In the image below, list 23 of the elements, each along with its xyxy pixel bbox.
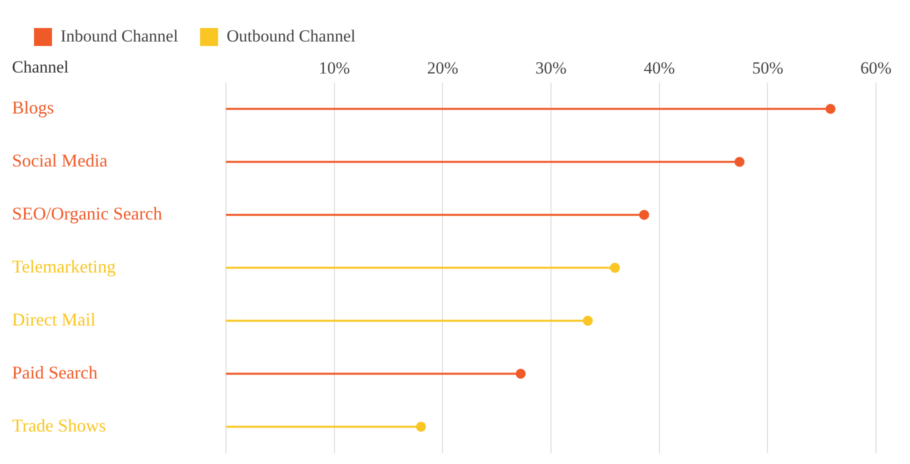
y-tick-label: Telemarketing	[12, 256, 116, 277]
y-tick-label: SEO/Organic Search	[12, 204, 162, 224]
y-tick-label: Paid Search	[12, 362, 98, 382]
y-tick-label: Direct Mail	[12, 310, 96, 330]
point	[639, 210, 650, 220]
x-tick-label: 60%	[860, 58, 892, 78]
x-tick-label: 40%	[644, 58, 675, 78]
x-tick-label: 30%	[535, 58, 567, 78]
y-tick-label: Blogs	[12, 98, 54, 118]
x-tick-label: 50%	[752, 58, 784, 78]
x-tick-label: 20%	[427, 58, 458, 78]
point	[416, 422, 426, 432]
point	[516, 368, 526, 379]
legend-label: Inbound Channel	[60, 26, 178, 46]
point	[826, 104, 836, 114]
y-axis-title: Channel	[12, 57, 69, 76]
legend-label: Outbound Channel	[226, 26, 356, 46]
point	[582, 316, 593, 326]
y-tick-label: Social Media	[12, 150, 108, 171]
point	[734, 156, 744, 167]
y-tick-label: Trade Shows	[12, 415, 106, 436]
x-tick-label: 10%	[318, 58, 350, 78]
point	[610, 262, 620, 273]
